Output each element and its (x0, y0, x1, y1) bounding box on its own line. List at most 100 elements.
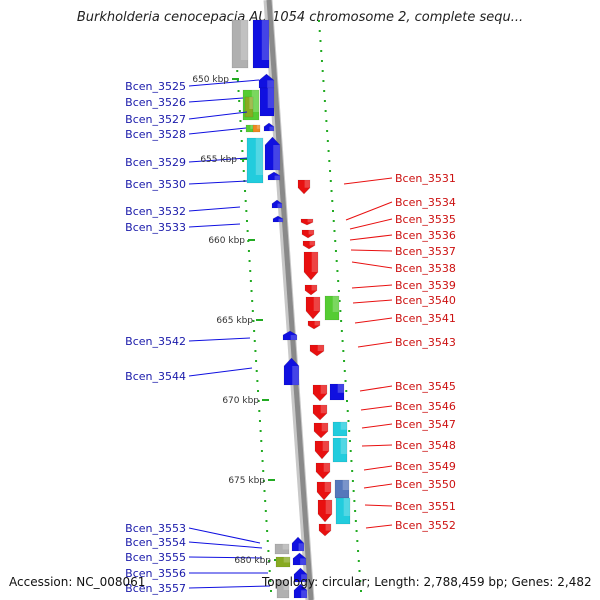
gene-forward-5[interactable] (271, 199, 283, 209)
gene-forward-4[interactable] (267, 171, 281, 181)
outer-dot-track (340, 330, 343, 332)
outer-dot-track (357, 560, 360, 562)
gene-label-right[interactable]: Bcen_3547 (395, 418, 456, 431)
scale-label: 655 kbp (200, 155, 237, 165)
gene-reverse-2-shade (308, 230, 314, 235)
leader-line-right (352, 299, 393, 304)
gene-reverse-6[interactable] (305, 296, 321, 320)
leader-line-left (188, 127, 247, 135)
gene-reverse-5[interactable] (304, 284, 318, 296)
feature-cyan-1[interactable] (246, 137, 264, 184)
gene-reverse-13-shade (323, 463, 330, 472)
gene-label-left[interactable]: Bcen_3544 (125, 370, 186, 383)
feature-cyan-3[interactable] (332, 437, 348, 463)
feature-gray-top[interactable] (231, 19, 249, 69)
gene-label-left[interactable]: Bcen_3533 (125, 221, 186, 234)
gene-label-right[interactable]: Bcen_3548 (395, 439, 456, 452)
gene-label-left[interactable]: Bcen_3556 (125, 567, 186, 580)
feature-gray-2[interactable] (274, 543, 290, 555)
feature-olive-2[interactable] (275, 556, 291, 568)
gene-reverse-7[interactable] (307, 320, 321, 330)
gene-reverse-16-shade (325, 524, 331, 531)
feature-orange-1[interactable] (252, 124, 261, 133)
gene-label-right[interactable]: Bcen_3538 (395, 262, 456, 275)
gene-label-left[interactable]: Bcen_3553 (125, 522, 186, 535)
gene-reverse-12[interactable] (314, 440, 330, 460)
feature-green-3[interactable] (324, 295, 340, 321)
feature-blue-top[interactable] (252, 19, 270, 69)
gene-label-right[interactable]: Bcen_3541 (395, 312, 456, 325)
outer-dot-track (318, 30, 321, 32)
gene-label-right[interactable]: Bcen_3546 (395, 400, 456, 413)
gene-label-left[interactable]: Bcen_3555 (125, 551, 186, 564)
gene-label-right[interactable]: Bcen_3535 (395, 213, 456, 226)
gene-reverse-0[interactable] (297, 179, 311, 195)
inner-dot-track (255, 360, 258, 362)
outer-dot-track (340, 320, 343, 322)
gene-reverse-11[interactable] (313, 422, 329, 439)
feature-cyan-2[interactable] (332, 421, 348, 437)
gene-label-right[interactable]: Bcen_3537 (395, 245, 456, 258)
leader-line-right (350, 249, 393, 252)
gene-forward-3[interactable] (264, 136, 281, 171)
gene-label-left[interactable]: Bcen_3528 (125, 128, 186, 141)
leader-line-left (188, 180, 248, 185)
outer-dot-track (329, 180, 332, 182)
gene-label-left[interactable]: Bcen_3554 (125, 536, 186, 549)
gene-reverse-1[interactable] (300, 218, 314, 226)
gene-forward-7[interactable] (282, 330, 298, 341)
gene-forward-6[interactable] (272, 215, 284, 223)
gene-label-left[interactable]: Bcen_3532 (125, 205, 186, 218)
gene-label-right[interactable]: Bcen_3545 (395, 380, 456, 393)
gene-label-right[interactable]: Bcen_3550 (395, 478, 456, 491)
gene-label-left[interactable]: Bcen_3525 (125, 80, 186, 93)
gene-reverse-14[interactable] (316, 481, 332, 501)
gene-label-left[interactable]: Bcen_3527 (125, 113, 186, 126)
inner-dot-track (249, 270, 252, 272)
gene-forward-12[interactable] (293, 583, 308, 599)
gene-label-left[interactable]: Bcen_3557 (125, 582, 186, 595)
inner-dot-track (269, 580, 272, 582)
feature-blue-right[interactable] (329, 383, 345, 401)
gene-reverse-3[interactable] (302, 240, 316, 250)
outer-dot-track (341, 340, 344, 342)
gene-label-left[interactable]: Bcen_3542 (125, 335, 186, 348)
gene-label-right[interactable]: Bcen_3549 (395, 460, 456, 473)
gene-reverse-10[interactable] (312, 404, 328, 421)
gene-label-right[interactable]: Bcen_3539 (395, 279, 456, 292)
gene-forward-11[interactable] (293, 567, 308, 583)
topology-text: Topology: circular; Length: 2,788,459 bp… (262, 575, 592, 589)
gene-reverse-14-shade (324, 482, 331, 492)
gene-reverse-15[interactable] (317, 499, 333, 523)
feature-cyan-4[interactable] (335, 497, 351, 525)
gene-label-right[interactable]: Bcen_3531 (395, 172, 456, 185)
gene-reverse-4[interactable] (303, 251, 319, 281)
gene-forward-2[interactable] (263, 122, 275, 132)
inner-dot-track (251, 310, 254, 312)
inner-dot-track (258, 420, 261, 422)
gene-label-right[interactable]: Bcen_3540 (395, 294, 456, 307)
gene-forward-1[interactable] (259, 87, 275, 117)
feature-gray-3[interactable] (276, 579, 290, 599)
gene-reverse-13[interactable] (315, 462, 331, 480)
gene-label-left[interactable]: Bcen_3526 (125, 96, 186, 109)
gene-reverse-8[interactable] (309, 344, 325, 357)
gene-forward-9[interactable] (291, 536, 305, 552)
gene-label-left[interactable]: Bcen_3530 (125, 178, 186, 191)
gene-reverse-16[interactable] (318, 523, 332, 537)
gene-reverse-2[interactable] (301, 229, 315, 239)
gene-label-left[interactable]: Bcen_3529 (125, 156, 186, 169)
gene-label-right[interactable]: Bcen_3536 (395, 229, 456, 242)
gene-reverse-9[interactable] (312, 384, 328, 402)
gene-label-right[interactable]: Bcen_3552 (395, 519, 456, 532)
gene-forward-10[interactable] (292, 552, 307, 566)
leader-line-right (343, 177, 393, 185)
gene-forward-4-shade (274, 175, 280, 180)
outer-dot-track (319, 40, 322, 42)
gene-forward-8[interactable] (283, 357, 300, 386)
gene-label-right[interactable]: Bcen_3534 (395, 196, 456, 209)
leader-line-right (345, 201, 393, 221)
gene-label-right[interactable]: Bcen_3543 (395, 336, 456, 349)
gene-label-right[interactable]: Bcen_3551 (395, 500, 456, 513)
